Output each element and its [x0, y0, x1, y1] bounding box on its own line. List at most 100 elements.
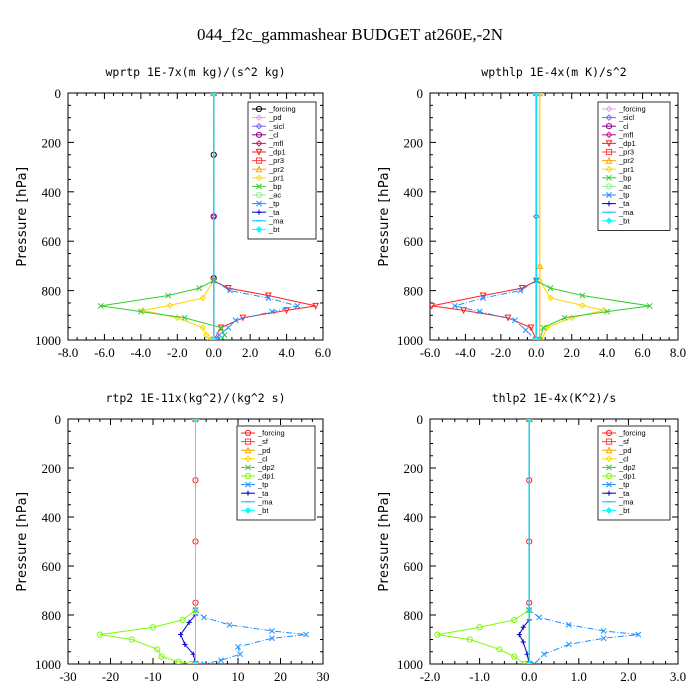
x-tick-label: 8.0: [670, 345, 686, 360]
legend-label: _tp: [618, 480, 629, 489]
series-line-tp: [195, 419, 307, 664]
data-point-pr1: [579, 302, 586, 309]
data-point-tp: [237, 651, 244, 658]
x-tick-label: -6.0: [420, 345, 441, 360]
data-point-ta: [516, 632, 522, 638]
series-line-tp: [454, 93, 537, 340]
y-tick-label: 0: [417, 86, 424, 101]
x-tick-label: 0.0: [206, 345, 222, 360]
data-point-dp1: [466, 636, 473, 643]
x-tick-label: 3.0: [670, 669, 686, 684]
data-point-tp: [565, 641, 572, 648]
y-tick-label: 1000: [397, 333, 423, 348]
x-tick-label: 20: [274, 669, 287, 684]
data-point-tp: [201, 614, 207, 621]
panels-group: wprtp 1E-7x(m kg)/(s^2 kg) -8.0 -6.0 -4.0 -2…: [15, 65, 686, 684]
data-point-dp1: [460, 307, 468, 315]
data-point-tp: [526, 419, 533, 422]
data-point-bt: [210, 93, 218, 97]
legend-marker: [244, 472, 252, 480]
data-point-tp: [269, 635, 275, 642]
data-point-dp1: [430, 302, 436, 310]
legend-label: _pr1: [268, 173, 284, 182]
x-tick-label: -8.0: [58, 345, 79, 360]
legend-label: _dp1: [268, 148, 286, 157]
legend-label: _ac: [618, 182, 631, 191]
data-point-dp1: [128, 636, 135, 643]
y-tick-label: 1000: [397, 657, 423, 672]
legend-label: _pd: [268, 113, 282, 122]
legend-label: _ma: [257, 497, 273, 506]
data-point-bp: [137, 308, 144, 315]
legend-label: _mfl: [268, 139, 284, 148]
legend-marker: [605, 438, 613, 445]
legend-marker: [605, 114, 613, 121]
x-tick-label: 2.0: [564, 345, 580, 360]
data-point-bp: [646, 302, 653, 309]
data-point-ta: [182, 641, 188, 647]
data-point-bt: [532, 336, 540, 340]
data-point-dp2: [526, 661, 533, 664]
legend-label: _ma: [618, 497, 634, 506]
data-point-tp: [480, 295, 487, 301]
legend-label: _ta: [618, 199, 630, 208]
data-point-bt: [532, 93, 540, 97]
legend-marker: [606, 464, 612, 471]
legend-marker: [606, 490, 612, 496]
data-point-dp1: [312, 302, 320, 310]
legend-label: _ma: [618, 208, 634, 217]
y-tick-label: 400: [404, 510, 424, 525]
y-tick-label: 600: [42, 559, 62, 574]
data-point-tp: [536, 614, 543, 621]
x-tick-label: -30: [59, 669, 76, 684]
legend-marker: [605, 455, 613, 463]
legend-marker: [256, 200, 262, 207]
x-tick-label: -2.0: [167, 345, 188, 360]
data-point-bp: [196, 285, 203, 292]
legend-label: _ta: [618, 489, 630, 498]
data-point-bt: [210, 336, 218, 340]
legend-label: _pr3: [268, 156, 284, 165]
data-point-pr1: [536, 93, 544, 97]
x-tick-label: 0: [192, 669, 199, 684]
x-tick-label: 0.0: [521, 669, 537, 684]
legend-marker: [605, 217, 613, 225]
legend-label: _ta: [257, 489, 269, 498]
data-point-bp: [561, 314, 568, 321]
x-tick-label: -4.0: [131, 345, 152, 360]
data-point-tp: [226, 621, 233, 628]
data-point-dp1: [149, 624, 157, 631]
legend-label: _dp2: [257, 463, 275, 472]
legend-label: _tp: [618, 191, 629, 200]
data-point-bp: [604, 308, 611, 315]
legend-marker: [245, 481, 251, 488]
x-tick-label: 6.0: [315, 345, 331, 360]
panel-1: wprtp 1E-7x(m kg)/(s^2 kg) -8.0 -6.0 -4.0 -2…: [15, 65, 331, 360]
data-point-tp: [451, 302, 458, 309]
x-tick-label: 2.0: [620, 669, 636, 684]
legend-marker: [606, 174, 612, 181]
legend-marker: [255, 122, 263, 130]
legend-marker: [605, 140, 613, 148]
data-point-ta: [178, 632, 184, 638]
series-group: [97, 93, 320, 340]
data-point-bp: [97, 302, 104, 309]
data-point-dp1: [154, 646, 161, 653]
legend-marker: [605, 183, 613, 190]
legend-marker: [606, 201, 612, 207]
data-point-dp1: [527, 324, 535, 332]
legend-label: _pr2: [618, 156, 634, 165]
legend: _forcing_pd_sicl_cl_mfl_dp1_pr3_pr2_pr1_…: [247, 101, 317, 240]
data-point-tp: [214, 337, 221, 340]
series-line-bp: [100, 93, 226, 340]
legend-label: _dp1: [257, 472, 275, 481]
legend-marker: [605, 123, 613, 130]
series-group: [96, 419, 309, 664]
data-point-tp: [635, 631, 642, 638]
y-tick-label: 0: [417, 412, 424, 427]
data-point-bp: [547, 285, 554, 292]
legend-label: _cl: [268, 130, 279, 139]
data-point-dp1: [283, 307, 290, 315]
x-tick-label: -20: [102, 669, 119, 684]
data-point-tp: [227, 287, 234, 294]
